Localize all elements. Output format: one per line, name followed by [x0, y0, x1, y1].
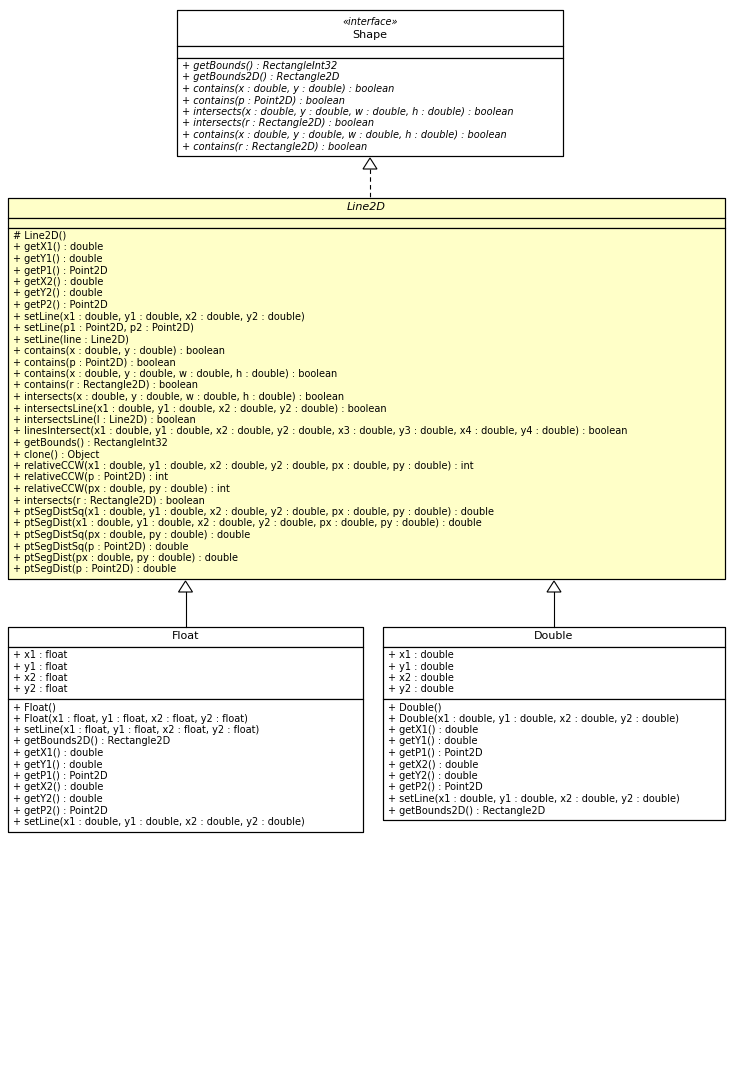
Text: + setLine(x1 : double, y1 : double, x2 : double, y2 : double): + setLine(x1 : double, y1 : double, x2 :…	[13, 311, 305, 322]
Text: + getBounds() : RectangleInt32: + getBounds() : RectangleInt32	[13, 438, 168, 448]
Text: + y2 : float: + y2 : float	[13, 684, 67, 694]
Text: + intersects(x : double, y : double, w : double, h : double) : boolean: + intersects(x : double, y : double, w :…	[13, 392, 344, 402]
Bar	[177, 46, 563, 58]
Text: + getP1() : Point2D: + getP1() : Point2D	[13, 771, 108, 781]
Text: + y1 : float: + y1 : float	[13, 662, 67, 671]
Text: + getY1() : double: + getY1() : double	[13, 760, 103, 769]
Bar	[8, 699, 363, 832]
Bar	[8, 627, 363, 647]
Text: Line2D: Line2D	[347, 202, 386, 212]
Text: Shape: Shape	[353, 30, 388, 40]
Text: + contains(r : Rectangle2D) : boolean: + contains(r : Rectangle2D) : boolean	[13, 381, 198, 391]
Text: + x2 : float: + x2 : float	[13, 672, 67, 683]
Text: + x1 : float: + x1 : float	[13, 650, 67, 660]
Bar	[383, 699, 725, 820]
Bar	[8, 627, 363, 832]
Text: + intersects(r : Rectangle2D) : boolean: + intersects(r : Rectangle2D) : boolean	[13, 496, 205, 506]
Text: + getX2() : double: + getX2() : double	[13, 277, 103, 287]
Text: + ptSegDistSq(x1 : double, y1 : double, x2 : double, y2 : double, px : double, p: + ptSegDistSq(x1 : double, y1 : double, …	[13, 507, 494, 516]
Text: + clone() : Object: + clone() : Object	[13, 450, 100, 459]
Text: + setLine(x1 : float, y1 : float, x2 : float, y2 : float): + setLine(x1 : float, y1 : float, x2 : f…	[13, 725, 259, 735]
Bar	[383, 647, 725, 699]
Text: + y2 : double: + y2 : double	[388, 684, 454, 694]
Text: + getP1() : Point2D: + getP1() : Point2D	[388, 748, 482, 758]
Text: + ptSegDist(px : double, py : double) : double: + ptSegDist(px : double, py : double) : …	[13, 553, 238, 563]
Text: + y1 : double: + y1 : double	[388, 662, 454, 671]
Text: + ptSegDistSq(px : double, py : double) : double: + ptSegDistSq(px : double, py : double) …	[13, 530, 250, 540]
Bar	[8, 647, 363, 699]
Text: + relativeCCW(p : Point2D) : int: + relativeCCW(p : Point2D) : int	[13, 472, 168, 482]
Text: + setLine(p1 : Point2D, p2 : Point2D): + setLine(p1 : Point2D, p2 : Point2D)	[13, 323, 194, 332]
Text: + contains(x : double, y : double) : boolean: + contains(x : double, y : double) : boo…	[13, 346, 225, 356]
Text: + ptSegDist(p : Point2D) : double: + ptSegDist(p : Point2D) : double	[13, 565, 176, 575]
Text: + linesIntersect(x1 : double, y1 : double, x2 : double, y2 : double, x3 : double: + linesIntersect(x1 : double, y1 : doubl…	[13, 426, 627, 437]
Text: + getBounds() : RectangleInt32: + getBounds() : RectangleInt32	[182, 61, 337, 71]
Text: + contains(x : double, y : double, w : double, h : double) : boolean: + contains(x : double, y : double, w : d…	[13, 369, 337, 379]
Text: + ptSegDistSq(p : Point2D) : double: + ptSegDistSq(p : Point2D) : double	[13, 541, 188, 552]
Text: Double: Double	[534, 631, 574, 641]
Text: + getX1() : double: + getX1() : double	[13, 242, 103, 253]
Text: + x2 : double: + x2 : double	[388, 672, 454, 683]
Text: Float: Float	[172, 631, 199, 641]
Text: + getP2() : Point2D: + getP2() : Point2D	[388, 782, 483, 793]
Text: + getP2() : Point2D: + getP2() : Point2D	[13, 300, 108, 310]
Text: + relativeCCW(x1 : double, y1 : double, x2 : double, y2 : double, px : double, p: + relativeCCW(x1 : double, y1 : double, …	[13, 461, 474, 471]
Text: + intersects(x : double, y : double, w : double, h : double) : boolean: + intersects(x : double, y : double, w :…	[182, 107, 514, 117]
Text: + contains(p : Point2D) : boolean: + contains(p : Point2D) : boolean	[13, 357, 176, 368]
Text: + getY1() : double: + getY1() : double	[13, 254, 103, 264]
Text: + setLine(line : Line2D): + setLine(line : Line2D)	[13, 335, 129, 344]
Bar	[383, 627, 725, 647]
Text: + x1 : double: + x1 : double	[388, 650, 454, 660]
Text: + getBounds2D() : Rectangle2D: + getBounds2D() : Rectangle2D	[13, 736, 170, 747]
Text: + contains(x : double, y : double, w : double, h : double) : boolean: + contains(x : double, y : double, w : d…	[182, 130, 507, 140]
Text: «interface»: «interface»	[342, 17, 398, 27]
Text: + getX1() : double: + getX1() : double	[388, 725, 478, 735]
Text: + Double(): + Double()	[388, 702, 441, 712]
Text: + Float(): + Float()	[13, 702, 56, 712]
Text: + getP2() : Point2D: + getP2() : Point2D	[13, 806, 108, 816]
Bar	[177, 58, 563, 156]
Bar	[383, 627, 725, 820]
Text: + contains(x : double, y : double) : boolean: + contains(x : double, y : double) : boo…	[182, 84, 394, 94]
Text: + Float(x1 : float, y1 : float, x2 : float, y2 : float): + Float(x1 : float, y1 : float, x2 : flo…	[13, 713, 248, 723]
Bar	[177, 10, 563, 46]
Text: + setLine(x1 : double, y1 : double, x2 : double, y2 : double): + setLine(x1 : double, y1 : double, x2 :…	[388, 794, 679, 804]
Text: # Line2D(): # Line2D()	[13, 231, 66, 241]
Text: + getBounds2D() : Rectangle2D: + getBounds2D() : Rectangle2D	[182, 72, 339, 83]
Text: + contains(r : Rectangle2D) : boolean: + contains(r : Rectangle2D) : boolean	[182, 142, 367, 152]
Text: + getBounds2D() : Rectangle2D: + getBounds2D() : Rectangle2D	[388, 806, 545, 816]
Text: + ptSegDist(x1 : double, y1 : double, x2 : double, y2 : double, px : double, py : + ptSegDist(x1 : double, y1 : double, x2…	[13, 519, 482, 528]
Bar	[8, 218, 725, 228]
Bar	[8, 228, 725, 579]
Text: + getP1() : Point2D: + getP1() : Point2D	[13, 266, 108, 275]
Text: + intersects(r : Rectangle2D) : boolean: + intersects(r : Rectangle2D) : boolean	[182, 118, 374, 128]
Text: + getX1() : double: + getX1() : double	[13, 748, 103, 758]
Text: + getY1() : double: + getY1() : double	[388, 736, 477, 747]
Bar	[177, 10, 563, 156]
Text: + getY2() : double: + getY2() : double	[388, 771, 478, 781]
Bar	[8, 198, 725, 218]
Text: + getX2() : double: + getX2() : double	[388, 760, 479, 769]
Bar	[8, 198, 725, 579]
Text: + getY2() : double: + getY2() : double	[13, 794, 103, 804]
Text: + getY2() : double: + getY2() : double	[13, 288, 103, 298]
Text: + Double(x1 : double, y1 : double, x2 : double, y2 : double): + Double(x1 : double, y1 : double, x2 : …	[388, 713, 679, 723]
Text: + getX2() : double: + getX2() : double	[13, 782, 103, 793]
Text: + relativeCCW(px : double, py : double) : int: + relativeCCW(px : double, py : double) …	[13, 484, 230, 494]
Text: + contains(p : Point2D) : boolean: + contains(p : Point2D) : boolean	[182, 96, 345, 105]
Text: + intersectsLine(l : Line2D) : boolean: + intersectsLine(l : Line2D) : boolean	[13, 415, 196, 425]
Text: + intersectsLine(x1 : double, y1 : double, x2 : double, y2 : double) : boolean: + intersectsLine(x1 : double, y1 : doubl…	[13, 404, 386, 413]
Text: + setLine(x1 : double, y1 : double, x2 : double, y2 : double): + setLine(x1 : double, y1 : double, x2 :…	[13, 817, 305, 827]
